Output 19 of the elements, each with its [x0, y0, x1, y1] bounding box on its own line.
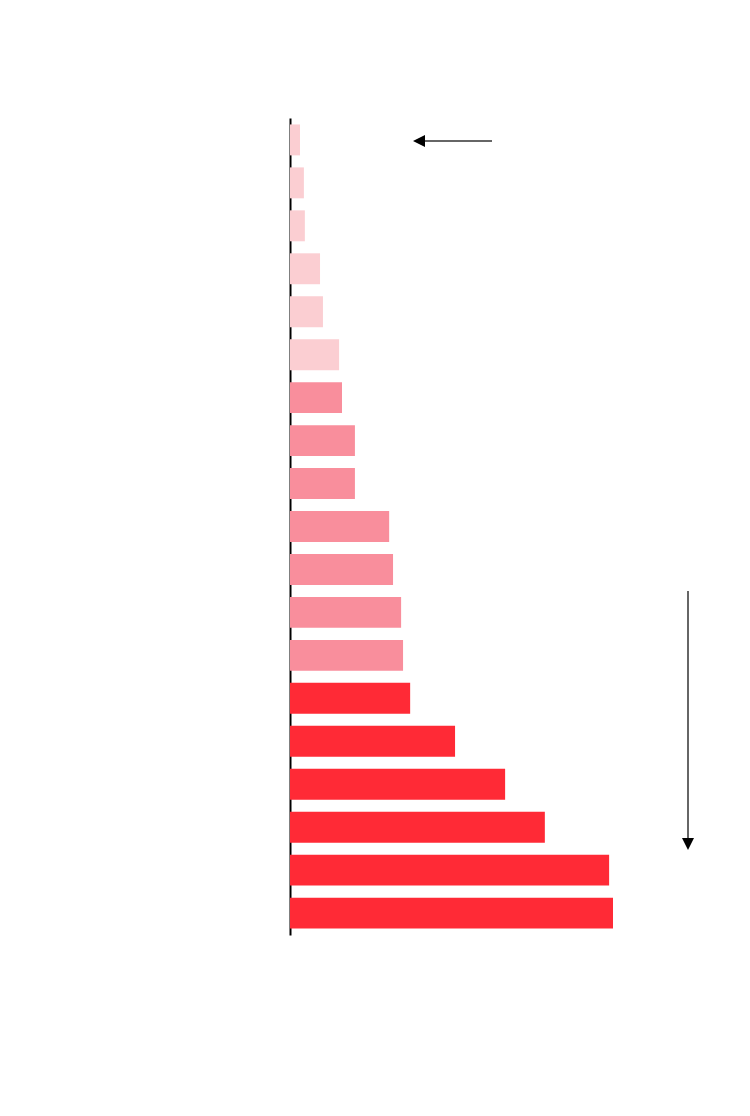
bar: [290, 639, 404, 671]
bar: [290, 768, 506, 800]
bar: [290, 296, 323, 328]
bar: [290, 811, 545, 843]
bar: [290, 682, 411, 714]
bar: [290, 210, 305, 242]
bar: [290, 425, 355, 457]
bar: [290, 553, 394, 585]
bar: [290, 124, 301, 156]
bar: [290, 167, 304, 199]
bar: [290, 897, 613, 929]
bar: [290, 511, 390, 542]
bar: [290, 468, 355, 500]
bar: [290, 339, 340, 371]
bar: [290, 253, 321, 285]
bar: [290, 382, 342, 414]
bar: [290, 725, 456, 757]
bar: [290, 596, 402, 628]
bar: [290, 854, 610, 886]
